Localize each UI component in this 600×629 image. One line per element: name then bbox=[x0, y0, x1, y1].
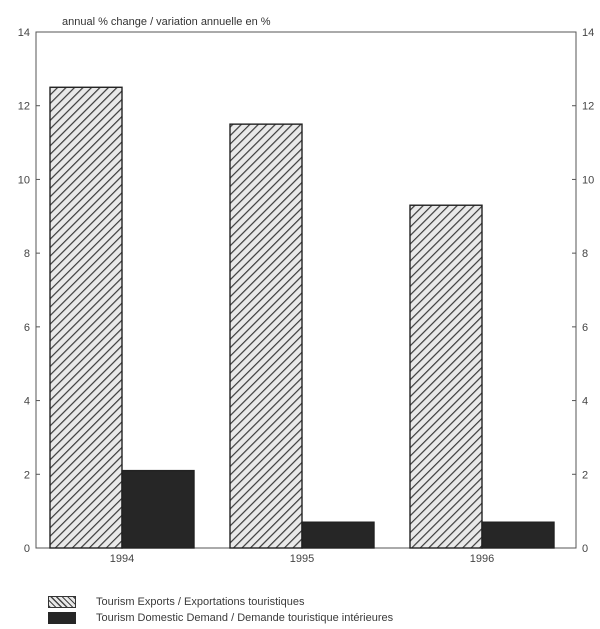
bar-tourism-domestic-demand bbox=[121, 469, 195, 549]
right-axis-tick-label: 0 bbox=[582, 543, 588, 555]
bar-tourism-exports bbox=[229, 123, 303, 549]
bar-tourism-exports bbox=[409, 204, 483, 549]
plot-area: 0 0 2 2 4 4 6 6 8 8 10 10 12 12 14 14 1994 1995 1996 bbox=[18, 27, 595, 565]
right-axis-tick-label: 6 bbox=[582, 322, 588, 334]
legend: Tourism Exports / Exportations touristiq… bbox=[48, 594, 393, 626]
y-axis-label: annual % change / variation annuelle en … bbox=[62, 16, 271, 28]
x-axis-tick-label: 1995 bbox=[290, 553, 314, 565]
legend-label-exports: Tourism Exports / Exportations touristiq… bbox=[96, 596, 305, 608]
right-axis-tick-label: 4 bbox=[582, 396, 588, 408]
bar-tourism-exports bbox=[49, 86, 123, 549]
right-axis-tick-label: 2 bbox=[582, 469, 588, 481]
left-axis-tick-label: 2 bbox=[24, 469, 30, 481]
bar-tourism-domestic-demand bbox=[481, 521, 555, 549]
right-axis-tick-label: 12 bbox=[582, 101, 594, 113]
legend-item-domestic: Tourism Domestic Demand / Demande touris… bbox=[48, 610, 393, 626]
left-axis-tick-label: 4 bbox=[24, 396, 30, 408]
left-axis-tick-label: 0 bbox=[24, 543, 30, 555]
right-axis-tick-label: 10 bbox=[582, 174, 594, 186]
x-axis-tick-label: 1996 bbox=[470, 553, 494, 565]
left-axis-tick-label: 6 bbox=[24, 322, 30, 334]
left-axis-tick-label: 10 bbox=[18, 174, 30, 186]
bar-tourism-domestic-demand bbox=[301, 521, 375, 549]
bar-chart: annual % change / variation annuelle en … bbox=[18, 16, 595, 565]
left-axis-tick-label: 8 bbox=[24, 248, 30, 260]
left-axis-tick-label: 14 bbox=[18, 27, 30, 39]
legend-label-domestic: Tourism Domestic Demand / Demande touris… bbox=[96, 612, 394, 624]
right-axis-tick-label: 14 bbox=[582, 27, 594, 39]
legend-swatch-hatched bbox=[48, 596, 76, 608]
left-axis-tick-label: 12 bbox=[18, 101, 30, 113]
legend-swatch-solid bbox=[48, 612, 76, 624]
legend-item-exports: Tourism Exports / Exportations touristiq… bbox=[48, 594, 393, 610]
right-axis-tick-label: 8 bbox=[582, 248, 588, 260]
x-axis-tick-label: 1994 bbox=[110, 553, 134, 565]
